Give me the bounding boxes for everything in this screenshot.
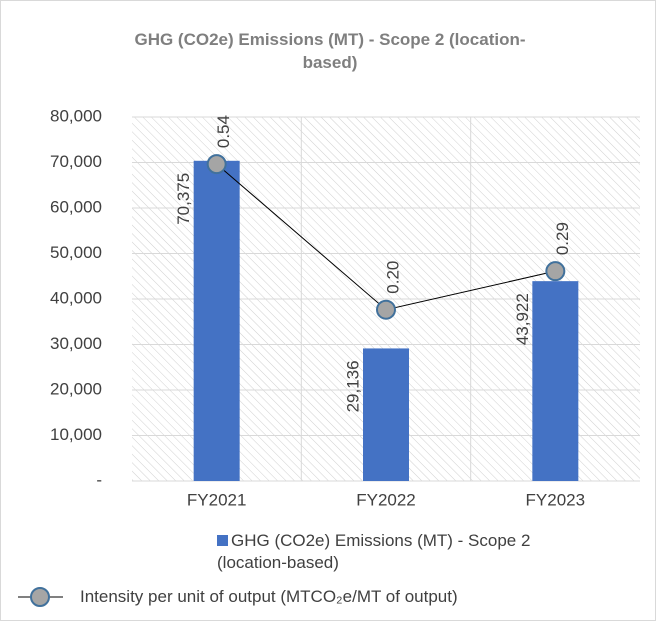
bar-value-label: 70,375 bbox=[174, 173, 193, 225]
legend-swatch bbox=[217, 535, 228, 546]
x-tick-label: FY2021 bbox=[187, 490, 247, 509]
line-marker bbox=[376, 299, 396, 320]
y-tick-label: 80,000 bbox=[50, 106, 102, 125]
y-tick-label: 50,000 bbox=[50, 243, 102, 262]
legend-bar: GHG (CO2e) Emissions (MT) - Scope 2 (loc… bbox=[217, 530, 597, 574]
x-tick-label: FY2022 bbox=[356, 490, 416, 509]
line-marker bbox=[545, 261, 566, 282]
bar bbox=[363, 348, 409, 481]
y-tick-label: 70,000 bbox=[50, 152, 102, 171]
y-tick-label: 20,000 bbox=[50, 379, 102, 398]
legend-line-label: Intensity per unit of output (MTCO₂e/MT … bbox=[80, 587, 458, 606]
bar bbox=[532, 281, 579, 481]
y-tick-label: 30,000 bbox=[50, 334, 102, 353]
bar bbox=[193, 160, 240, 481]
line-value-label: 0.29 bbox=[553, 222, 572, 255]
y-tick-label: 10,000 bbox=[50, 425, 102, 444]
y-tick-label: 40,000 bbox=[50, 288, 102, 307]
x-tick-label: FY2023 bbox=[526, 490, 586, 509]
line-value-label: 0.20 bbox=[383, 261, 402, 294]
line-value-label: 0.54 bbox=[214, 115, 233, 148]
y-tick-label: - bbox=[96, 470, 102, 489]
line-marker bbox=[206, 154, 227, 175]
bar-value-label: 29,136 bbox=[343, 360, 362, 412]
legend-label: GHG (CO2e) Emissions (MT) - Scope 2 (loc… bbox=[217, 531, 531, 572]
bar-value-label: 43,922 bbox=[513, 293, 532, 345]
y-tick-label: 60,000 bbox=[50, 197, 102, 216]
chart-title: GHG (CO2e) Emissions (MT) - Scope 2 (loc… bbox=[134, 30, 526, 72]
legend-marker bbox=[30, 587, 50, 607]
